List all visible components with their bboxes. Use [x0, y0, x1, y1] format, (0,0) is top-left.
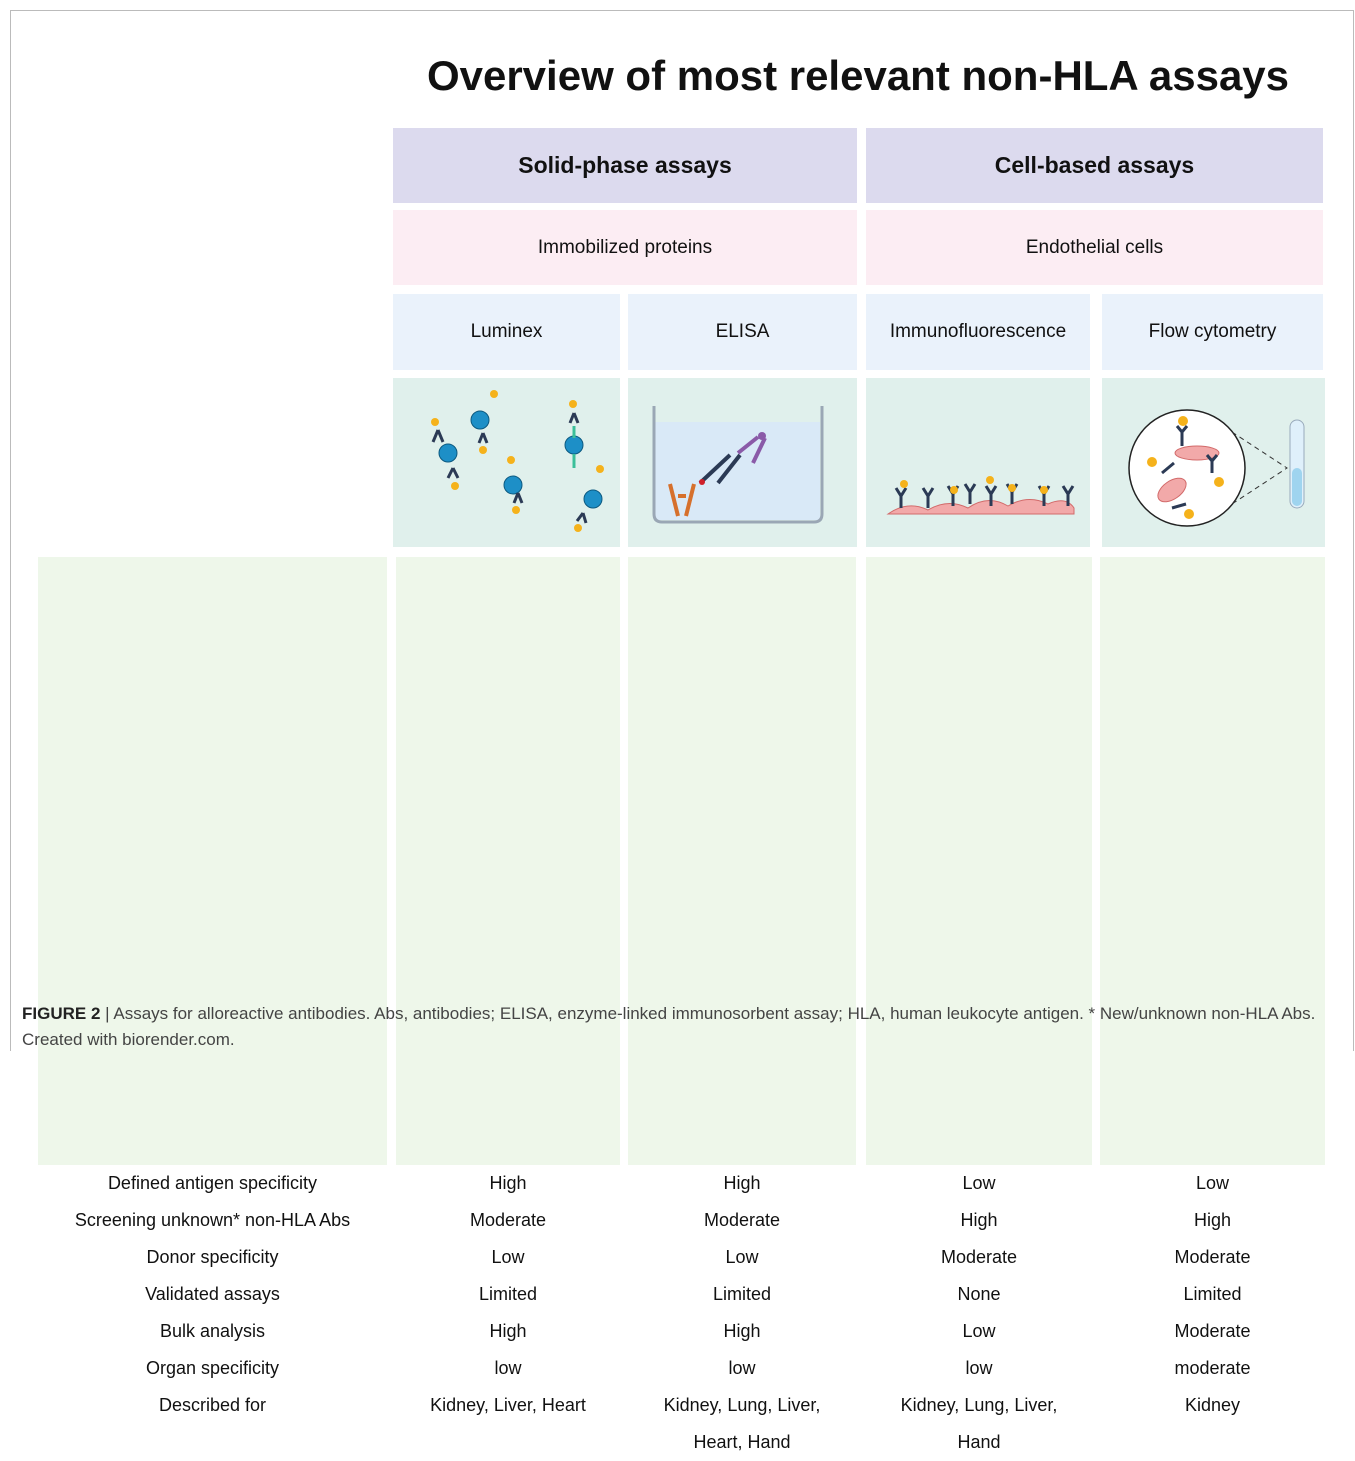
row-label: Described for — [158, 1395, 267, 1415]
value-column: High Moderate Low Limited High low Kidney, Lun… — [628, 557, 856, 1452]
table-cell: High — [723, 1321, 761, 1341]
caption-text: Assays for alloreactive antibodies. Abs,… — [22, 1004, 1316, 1049]
table-cell: Limited — [712, 1284, 772, 1304]
row-label: Donor specificity — [146, 1247, 279, 1267]
table-cell: Moderate — [703, 1210, 781, 1230]
table-cell: High — [1193, 1210, 1232, 1230]
table-cell: High — [960, 1210, 998, 1230]
figure-title: Overview of most relevant non-HLA assays — [426, 52, 1290, 99]
table-cell: Moderate — [1174, 1247, 1251, 1267]
caption-separator: | — [105, 1004, 110, 1023]
group-header: Solid-phase assays — [393, 128, 857, 203]
table-cell: Low — [725, 1247, 759, 1267]
row-label: Bulk analysis — [159, 1321, 266, 1341]
group-header: Cell-based assays — [866, 128, 1323, 203]
table-cell: None — [957, 1284, 1001, 1304]
value-column: Low High Moderate Limited Moderate moderate Ki… — [1100, 557, 1325, 1415]
table-cell: Low — [962, 1321, 996, 1341]
method-header: Immunofluorescence — [866, 294, 1090, 370]
method-header: Luminex — [393, 294, 620, 370]
page: Overview of most relevant non-HLA assays… — [10, 10, 1354, 1452]
table-cell: Low — [962, 1173, 996, 1193]
subheading: Immobilized proteins — [393, 210, 857, 285]
table-cell: low — [965, 1358, 993, 1378]
table-cell: Limited — [478, 1284, 538, 1304]
immunofluorescence-illustration — [866, 378, 1090, 547]
method-header: Flow cytometry — [1102, 294, 1323, 370]
table-cell: moderate — [1174, 1358, 1251, 1378]
elisa-illustration — [628, 378, 857, 547]
row-label: Screening unknown* non-HLA Abs — [74, 1210, 351, 1230]
table-cell: High — [489, 1321, 527, 1341]
row-label: Defined antigen specificity — [107, 1173, 318, 1193]
caption: FIGURE 2 | Assays for alloreactive antib… — [22, 1001, 1334, 1053]
caption-label: FIGURE 2 — [22, 1004, 101, 1023]
row-label: Validated assays — [145, 1284, 280, 1304]
value-column: High Moderate Low Limited High low Kidney, Liv… — [396, 557, 620, 1415]
flow-cytometry-illustration — [1102, 378, 1325, 547]
table-cell: low — [728, 1358, 756, 1378]
table-cell: Kidney — [1184, 1395, 1241, 1415]
table-cell: High — [489, 1173, 527, 1193]
table-cell: Moderate — [940, 1247, 1018, 1267]
table-cell: low — [494, 1358, 522, 1378]
subheading: Endothelial cells — [866, 210, 1323, 285]
row-label: Organ specificity — [145, 1358, 280, 1378]
table-cell: High — [723, 1173, 761, 1193]
table-cell: Limited — [1183, 1284, 1242, 1304]
method-header: ELISA — [628, 294, 857, 370]
table-cell: Moderate — [1174, 1321, 1251, 1341]
table-cell: Low — [491, 1247, 525, 1267]
table-cell: Low — [1195, 1173, 1230, 1193]
table-cell: Kidney, Lung, Liver, Heart, Hand — [663, 1395, 821, 1452]
value-column: Low High Moderate None Low low Kidney, Lung, L… — [866, 557, 1092, 1452]
table-cell: Moderate — [469, 1210, 547, 1230]
luminex-illustration — [393, 378, 620, 547]
figure-frame — [10, 10, 1354, 1051]
table-cell: Kidney, Liver, Heart — [430, 1395, 586, 1415]
row-label-column: Defined antigen specificity Screening unk… — [38, 557, 387, 1415]
table-cell: Kidney, Lung, Liver, Hand — [900, 1395, 1058, 1452]
